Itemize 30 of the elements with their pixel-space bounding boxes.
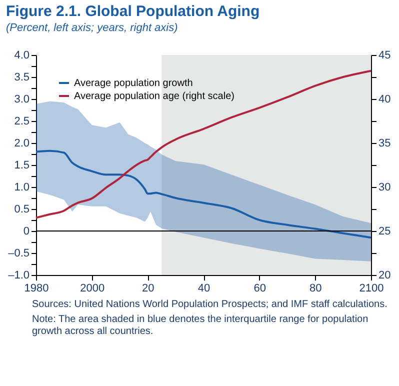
source-note: Sources: United Nations World Population Prospects; and IMF staff calculations.: [32, 299, 388, 311]
y-tick-label: –0.5: [8, 248, 30, 260]
x-tick-label: 40: [198, 282, 210, 294]
x-tick-label: 2000: [80, 282, 105, 294]
y2-tick-label: 40: [378, 94, 391, 106]
y-tick-label: 2.0: [14, 138, 30, 150]
y-tick-label: 0: [23, 226, 30, 238]
y2-tick-label: 35: [378, 138, 391, 150]
y2-tick-label: 20: [378, 270, 391, 282]
y-tick-label: 3.5: [14, 72, 30, 84]
legend-label: Average population age (right scale): [74, 91, 234, 102]
text: Note: The area shaded in blue denotes the interquartile range for population growth across all countries.: [32, 314, 370, 338]
y-tick-label: 1.5: [14, 160, 30, 172]
y2-tick-label: 45: [378, 50, 391, 62]
y-tick-label: 4.0: [14, 50, 30, 62]
chart-title: Figure 2.1. Global Population Aging: [6, 3, 260, 20]
y2-tick-label: 25: [378, 226, 391, 238]
y-tick-label: 2.5: [14, 116, 30, 128]
y-tick-label: –1.0: [8, 270, 30, 282]
x-tick-label: 1980: [24, 282, 49, 294]
y-tick-label: 3.0: [14, 94, 30, 106]
chart-subtitle: (Percent, left axis; years, right axis): [6, 22, 178, 34]
legend-label: Average population growth: [74, 78, 193, 89]
x-tick-label: 60: [254, 282, 266, 294]
x-tick-label: 80: [310, 282, 322, 294]
x-tick-label: 20: [142, 282, 154, 294]
y2-tick-label: 30: [378, 182, 391, 194]
y-tick-label: 0.5: [14, 204, 30, 216]
y-tick-label: 1.0: [14, 182, 30, 194]
x-tick-label: 2100: [359, 282, 384, 294]
